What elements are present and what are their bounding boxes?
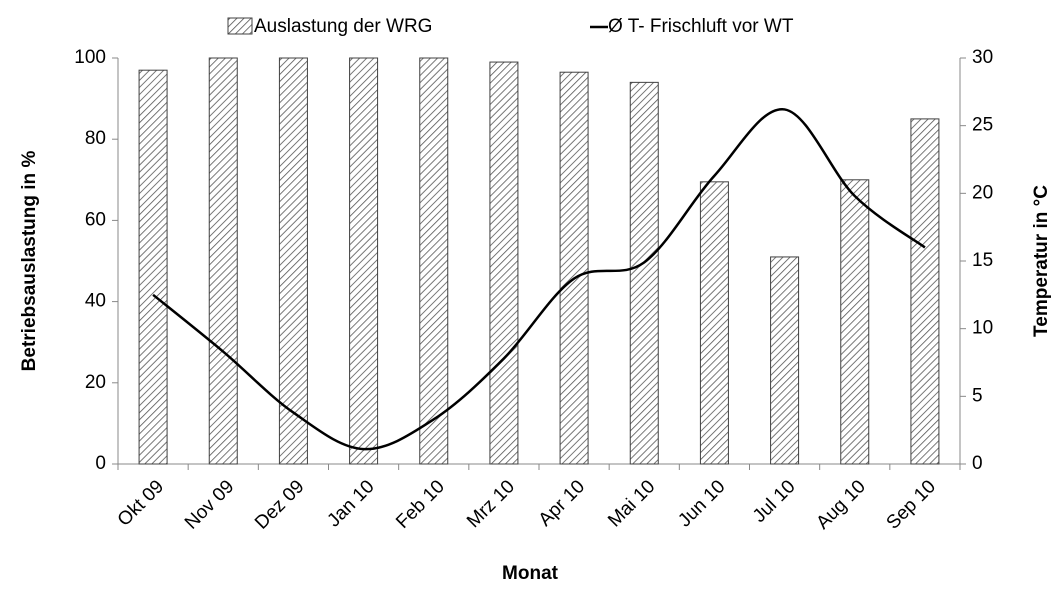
y2-tick-label: 10	[972, 318, 993, 339]
bar	[278, 57, 308, 465]
bar	[208, 57, 238, 465]
y-tick-label: 0	[95, 453, 106, 474]
x-tick-label: Mrz 10	[463, 476, 519, 532]
x-tick-label: Jul 10	[749, 476, 800, 527]
x-tick-label: Mai 10	[604, 476, 659, 531]
bar	[910, 118, 940, 465]
bar	[419, 57, 449, 465]
bar	[629, 81, 659, 465]
bar	[489, 61, 519, 465]
x-axis-title: Monat	[502, 563, 559, 584]
y2-tick-label: 0	[972, 453, 983, 474]
y2-tick-label: 20	[972, 182, 993, 203]
y-tick-label: 20	[85, 372, 106, 393]
y2-tick-label: 25	[972, 115, 993, 136]
x-tick-label: Dez 09	[251, 476, 308, 533]
bar	[138, 69, 168, 465]
bar	[559, 71, 589, 465]
x-tick-label: Aug 10	[812, 476, 869, 533]
x-tick-label: Feb 10	[392, 476, 449, 533]
legend-swatch	[227, 17, 253, 35]
y2-axis-title: Temperatur in °C	[1031, 185, 1052, 337]
x-tick-label: Okt 09	[114, 476, 168, 530]
bar	[349, 57, 379, 465]
y-tick-label: 60	[85, 209, 106, 230]
bar	[840, 179, 870, 465]
x-tick-label: Jun 10	[674, 476, 729, 531]
x-tick-label: Apr 10	[535, 476, 589, 530]
x-tick-label: Jan 10	[323, 476, 378, 531]
y2-tick-label: 15	[972, 250, 993, 271]
y-tick-label: 100	[74, 47, 106, 68]
bar	[699, 181, 729, 465]
bar	[770, 256, 800, 465]
y-tick-label: 40	[85, 291, 106, 312]
y-axis-title: Betriebsauslastung in %	[19, 151, 40, 372]
line	[152, 108, 926, 451]
y2-tick-label: 30	[972, 47, 993, 68]
y-tick-label: 80	[85, 128, 106, 149]
legend-label: Ø T- Frischluft vor WT	[608, 16, 794, 37]
y2-tick-label: 5	[972, 385, 983, 406]
legend-label: Auslastung der WRG	[254, 16, 432, 37]
x-tick-label: Nov 09	[181, 476, 238, 533]
x-tick-label: Sep 10	[883, 476, 940, 533]
